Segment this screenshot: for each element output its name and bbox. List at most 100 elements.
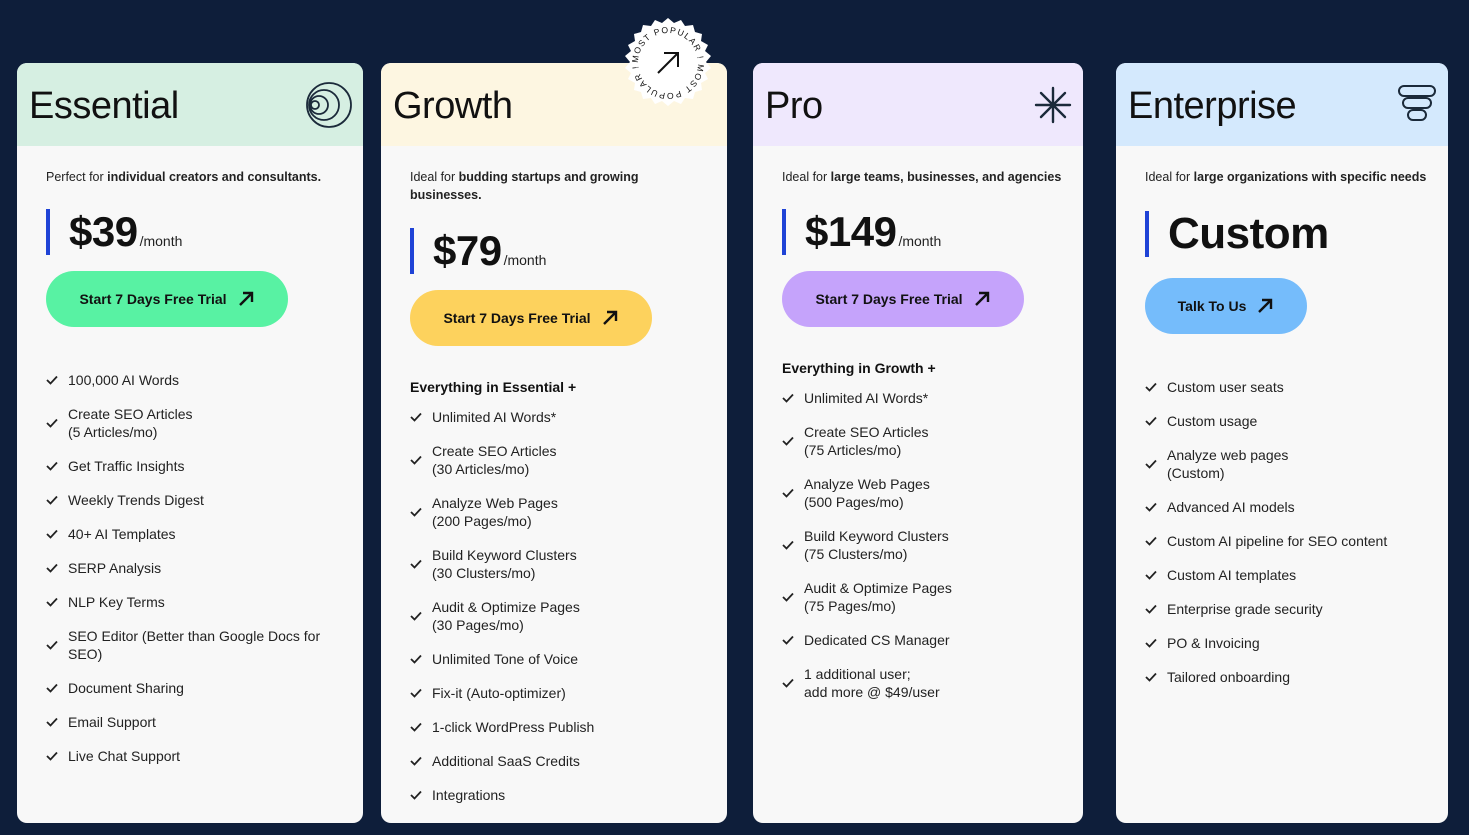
feature-item: NLP Key Terms	[46, 585, 353, 619]
feature-item: 100,000 AI Words	[46, 363, 353, 397]
feature-text: Enterprise grade security	[1167, 601, 1323, 617]
feature-text: Unlimited AI Words*	[432, 409, 557, 425]
feature-text: Create SEO Articles (30 Articles/mo)	[432, 443, 557, 477]
checkmark-icon	[410, 559, 432, 569]
checkmark-icon	[46, 418, 68, 428]
cta-label: Start 7 Days Free Trial	[443, 310, 591, 326]
plan-tagline: Ideal for budding startups and growing b…	[410, 168, 650, 204]
feature-item: Analyze Web Pages (200 Pages/mo)	[410, 486, 717, 538]
checkmark-icon	[46, 375, 68, 385]
tagline-bold: budding startups and growing businesses.	[410, 170, 639, 202]
checkmark-icon	[410, 455, 432, 465]
price-period: /month	[503, 252, 547, 268]
talk-to-us-button[interactable]: Talk To Us	[1145, 278, 1307, 334]
feature-text: Unlimited Tone of Voice	[432, 651, 579, 667]
feature-text: 100,000 AI Words	[68, 372, 180, 388]
price-amount: Custom	[1168, 209, 1329, 258]
price-block: $79 /month	[410, 228, 546, 274]
checkmark-icon	[410, 688, 432, 698]
start-trial-button[interactable]: Start 7 Days Free Trial	[782, 271, 1024, 327]
feature-text: 40+ AI Templates	[68, 526, 176, 542]
price-amount: $39	[69, 208, 138, 255]
price-amount: $149	[805, 208, 897, 255]
asterisk-icon	[1033, 85, 1073, 130]
concentric-circles-icon	[305, 81, 353, 134]
checkmark-icon	[410, 722, 432, 732]
feature-item: Document Sharing	[46, 671, 353, 705]
feature-item: Dedicated CS Manager	[782, 623, 1073, 657]
checkmark-icon	[410, 611, 432, 621]
checkmark-icon	[782, 592, 804, 602]
feature-text: Additional SaaS Credits	[432, 753, 580, 769]
feature-text: Tailored onboarding	[1167, 669, 1290, 685]
feature-item: Email Support	[46, 705, 353, 739]
feature-item: Live Chat Support	[46, 739, 353, 773]
feature-text: Create SEO Articles (75 Articles/mo)	[804, 424, 929, 458]
section-heading: Everything in Essential +	[410, 379, 577, 395]
cta-label: Start 7 Days Free Trial	[815, 291, 963, 307]
checkmark-icon	[46, 495, 68, 505]
feature-item: Audit & Optimize Pages (30 Pages/mo)	[410, 590, 717, 642]
feature-text: Audit & Optimize Pages (30 Pages/mo)	[432, 599, 580, 633]
plan-title: Growth	[393, 85, 513, 127]
feature-text: Create SEO Articles (5 Articles/mo)	[68, 406, 193, 440]
feature-item: Build Keyword Clusters (75 Clusters/mo)	[782, 519, 1073, 571]
checkmark-icon	[1145, 672, 1167, 682]
feature-item: PO & Invoicing	[1145, 626, 1438, 660]
feature-item: Get Traffic Insights	[46, 449, 353, 483]
start-trial-button[interactable]: Start 7 Days Free Trial	[46, 271, 288, 327]
feature-text: Analyze Web Pages (200 Pages/mo)	[432, 495, 558, 529]
feature-list: 100,000 AI Words Create SEO Articles (5 A…	[46, 363, 353, 773]
plan-card-growth: Growth Ideal for budding startups and gr…	[381, 63, 727, 823]
feature-item: SERP Analysis	[46, 551, 353, 585]
feature-text: SERP Analysis	[68, 560, 162, 576]
feature-item: Tailored onboarding	[1145, 660, 1438, 694]
checkmark-icon	[1145, 459, 1167, 469]
price-block: $149 /month	[782, 209, 941, 255]
price-block: Custom	[1145, 211, 1329, 257]
plan-header: Enterprise	[1116, 63, 1448, 146]
checkmark-icon	[782, 488, 804, 498]
checkmark-icon	[782, 678, 804, 688]
checkmark-icon	[410, 507, 432, 517]
tagline-prefix: Ideal for	[782, 170, 831, 184]
arrow-up-right-icon	[1256, 297, 1274, 315]
plan-tagline: Ideal for large organizations with speci…	[1145, 168, 1445, 186]
tagline-prefix: Perfect for	[46, 170, 108, 184]
feature-text: Fix-it (Auto-optimizer)	[432, 685, 566, 701]
tagline-bold: large teams, businesses, and agencies	[830, 170, 1062, 184]
price-period: /month	[898, 233, 942, 249]
feature-list: Custom user seats Custom usage Analyze web…	[1145, 370, 1438, 694]
feature-text: Custom AI pipeline for SEO content	[1167, 533, 1388, 549]
feature-item: Custom user seats	[1145, 370, 1438, 404]
checkmark-icon	[46, 751, 68, 761]
checkmark-icon	[1145, 570, 1167, 580]
plan-title: Enterprise	[1128, 85, 1297, 127]
checkmark-icon	[1145, 502, 1167, 512]
feature-item: Create SEO Articles (75 Articles/mo)	[782, 415, 1073, 467]
start-trial-button[interactable]: Start 7 Days Free Trial	[410, 290, 652, 346]
feature-text: PO & Invoicing	[1167, 635, 1260, 651]
section-heading: Everything in Growth +	[782, 360, 936, 376]
plan-card-pro: Pro Ideal for large teams, businesses, a…	[753, 63, 1083, 823]
checkmark-icon	[410, 654, 432, 664]
plan-card-essential: Essential Perfect for individual creator…	[17, 63, 363, 823]
feature-item: Unlimited AI Words*	[782, 381, 1073, 415]
feature-item: Create SEO Articles (30 Articles/mo)	[410, 434, 717, 486]
feature-text: 1 additional user; add more @ $49/user	[804, 666, 940, 700]
feature-item: Audit & Optimize Pages (75 Pages/mo)	[782, 571, 1073, 623]
arrow-up-right-icon	[601, 309, 619, 327]
checkmark-icon	[1145, 416, 1167, 426]
tagline-prefix: Ideal for	[1145, 170, 1194, 184]
checkmark-icon	[1145, 604, 1167, 614]
checkmark-icon	[46, 683, 68, 693]
checkmark-icon	[46, 597, 68, 607]
feature-text: Custom user seats	[1167, 379, 1284, 395]
plan-tagline: Perfect for individual creators and cons…	[46, 168, 346, 186]
feature-item: Enterprise grade security	[1145, 592, 1438, 626]
feature-item: Build Keyword Clusters (30 Clusters/mo)	[410, 538, 717, 590]
feature-list: Unlimited AI Words* Create SEO Articles (…	[782, 381, 1073, 709]
stacked-layers-icon	[1396, 83, 1438, 130]
feature-item: Fix-it (Auto-optimizer)	[410, 676, 717, 710]
checkmark-icon	[46, 717, 68, 727]
